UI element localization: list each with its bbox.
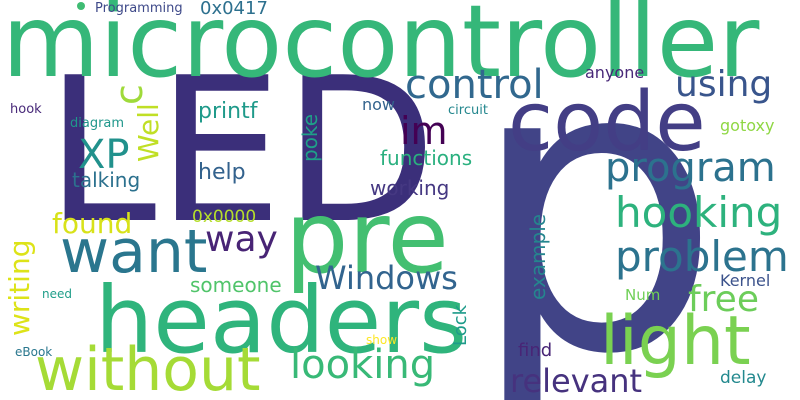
word-lock: Lock bbox=[452, 305, 470, 346]
word-someone: someone bbox=[190, 275, 282, 295]
word-well: Well bbox=[135, 103, 163, 162]
word-show: show bbox=[366, 334, 397, 346]
word-anyone: anyone bbox=[585, 65, 644, 81]
word-working: working bbox=[370, 178, 449, 198]
word-example: example bbox=[528, 214, 548, 300]
word-0x0000: 0x0000 bbox=[192, 209, 256, 226]
word-poke: poke bbox=[300, 114, 320, 162]
word-ebook: eBook bbox=[15, 346, 52, 358]
word-printf: printf bbox=[198, 101, 257, 123]
word-without: without bbox=[35, 340, 261, 400]
word-circuit: circuit bbox=[448, 104, 488, 117]
word-kernel: Kernel bbox=[720, 273, 770, 289]
word-need: need bbox=[42, 288, 72, 300]
word-im: im bbox=[400, 112, 448, 150]
word-windows: Windows bbox=[315, 262, 458, 294]
word-functions: functions bbox=[380, 148, 472, 168]
word-help: help bbox=[198, 162, 246, 184]
word-program: program bbox=[605, 148, 776, 188]
word-num: Num bbox=[625, 288, 660, 303]
word-delay: delay bbox=[720, 370, 766, 387]
word-way: way bbox=[205, 222, 278, 258]
word-c: c bbox=[110, 84, 148, 105]
word-hook: hook bbox=[10, 103, 42, 116]
word-relevant: relevant bbox=[510, 365, 642, 397]
word-control: control bbox=[405, 65, 544, 105]
word-now: now bbox=[362, 97, 395, 113]
word-programming: Programming bbox=[95, 2, 183, 15]
word-looking: looking bbox=[290, 345, 435, 385]
word-found: found bbox=[52, 210, 132, 238]
word-diagram: diagram bbox=[70, 117, 124, 130]
word-writing: writing bbox=[6, 240, 34, 336]
word-0x0417: 0x0417 bbox=[200, 0, 268, 18]
word-gotoxy: gotoxy bbox=[720, 118, 774, 134]
word-find: find bbox=[518, 342, 552, 360]
word-talking: talking bbox=[72, 170, 140, 190]
word-using: using bbox=[675, 67, 772, 103]
word-hooking: hooking bbox=[615, 192, 782, 234]
